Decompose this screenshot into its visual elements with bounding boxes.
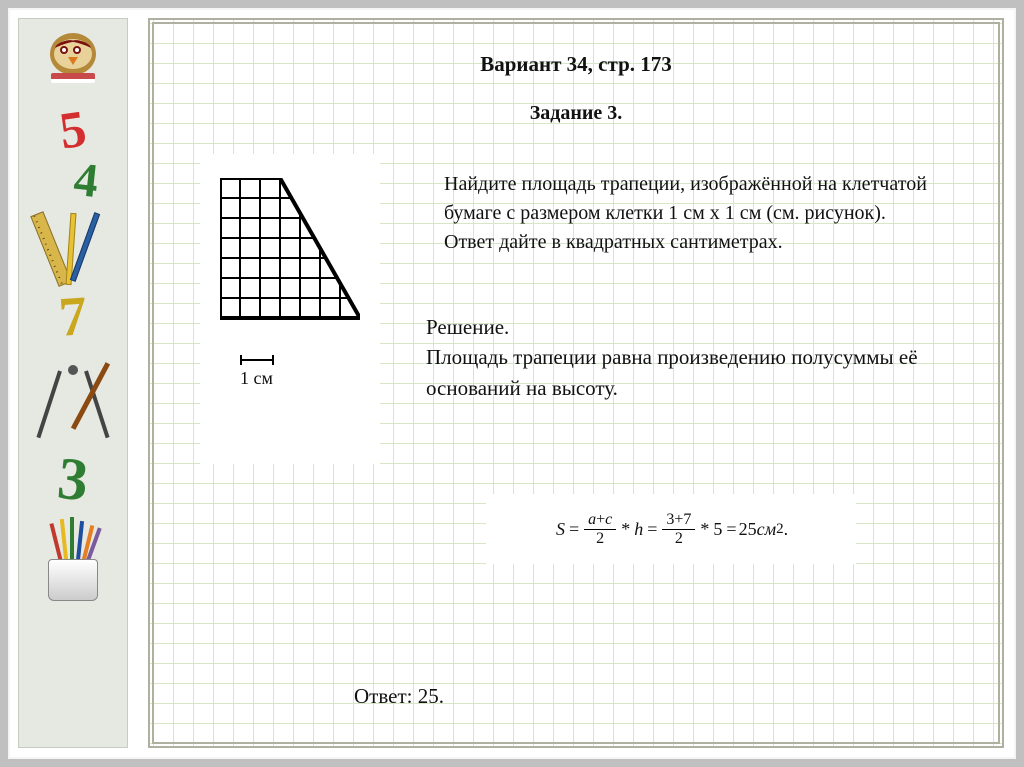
unit-label: 1 см xyxy=(240,368,360,389)
formula-num2: 3+7 xyxy=(662,511,695,530)
formula-unit: см xyxy=(757,519,776,540)
problem-text-content: Найдите площадь трапеции, изображённой н… xyxy=(444,173,927,253)
pencil-cup-icon xyxy=(40,523,106,601)
figure-panel: 1 см xyxy=(200,154,380,464)
digit-3: 3 xyxy=(55,448,91,511)
slide-frame: 5 4 7 3 Вариант 34, стр. 173 Задание 3. xyxy=(0,0,1024,767)
formula-den1: 2 xyxy=(584,530,616,548)
formula-sq: 2 xyxy=(776,521,784,538)
formula: S = a+c 2 * h = 3+7 2 * 5 = 25см2. xyxy=(486,494,856,564)
decorative-sidebar: 5 4 7 3 xyxy=(18,18,128,748)
trapezoid-diagram xyxy=(220,178,360,358)
formula-hval: 5 xyxy=(713,519,722,540)
problem-statement: Найдите площадь трапеции, изображённой н… xyxy=(444,170,964,257)
digit-7: 7 xyxy=(57,288,89,346)
variant-heading: Вариант 34, стр. 173 xyxy=(154,52,998,77)
notebook-page: Вариант 34, стр. 173 Задание 3. xyxy=(148,18,1004,748)
formula-S: S xyxy=(556,519,565,540)
formula-a: a xyxy=(588,511,596,528)
formula-result: 25 xyxy=(739,519,757,540)
digit-5: 5 xyxy=(57,103,90,158)
formula-h: h xyxy=(634,519,643,540)
formula-c: c xyxy=(605,511,612,528)
answer-label: Ответ: xyxy=(354,684,412,708)
solution-body: Площадь трапеции равна произведению полу… xyxy=(426,345,918,399)
digit-4: 4 xyxy=(72,156,101,206)
task-heading: Задание 3. xyxy=(154,102,998,125)
unit-scale-bar xyxy=(240,358,274,364)
solution-block: Решение. Площадь трапеции равна произвед… xyxy=(426,312,966,403)
ruler-pencils-icon xyxy=(38,211,108,291)
compass-icon xyxy=(38,357,108,447)
solution-label: Решение. xyxy=(426,315,509,339)
formula-den2: 2 xyxy=(662,530,695,548)
answer-line: Ответ: 25. xyxy=(354,684,444,709)
owl-icon xyxy=(43,27,103,87)
answer-value: 25. xyxy=(418,684,444,708)
